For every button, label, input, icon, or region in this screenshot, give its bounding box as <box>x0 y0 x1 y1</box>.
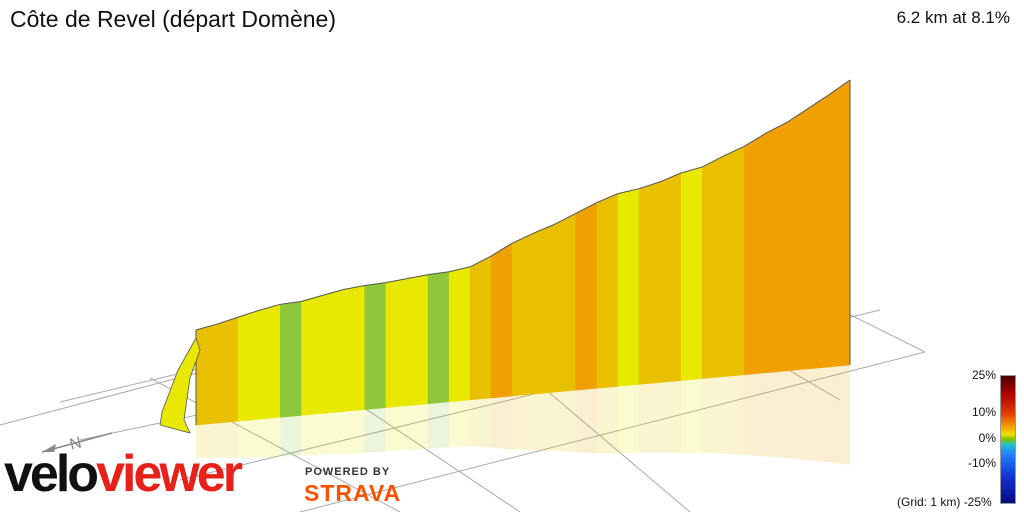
reflection-segment-26 <box>744 372 766 457</box>
reflection-segment-1 <box>217 421 239 458</box>
legend-tick-25: 25% <box>971 368 996 382</box>
reflection-segment-24 <box>702 376 724 454</box>
profile-segment-26 <box>744 132 766 376</box>
profile-segment-20 <box>617 188 640 387</box>
reflection-segment-15 <box>512 394 534 451</box>
reflection-segment-2 <box>238 419 260 458</box>
profile-segment-6 <box>322 289 344 414</box>
profile-segment-23 <box>680 166 703 381</box>
profile-segment-9 <box>385 278 408 408</box>
reflection-segment-8 <box>364 407 386 453</box>
reflection-segment-25 <box>723 374 745 455</box>
reflection-segment-7 <box>343 409 365 455</box>
profile-segment-1 <box>216 316 239 424</box>
reflection-segment-20 <box>617 384 640 454</box>
gradient-legend-bar <box>1000 375 1016 504</box>
grid-line-3 <box>149 377 401 512</box>
compass: N <box>41 432 113 454</box>
reflection-segment-18 <box>575 388 597 454</box>
reflection-segment-4 <box>280 415 302 457</box>
reflection-segment-19 <box>596 386 618 454</box>
profile-segment-30 <box>828 79 851 368</box>
reflection-segment-21 <box>639 382 661 453</box>
reflection-segment-12 <box>449 399 471 448</box>
profile-segment-16 <box>533 223 555 395</box>
logo-velo: velo <box>4 445 99 503</box>
segment-stats: 6.2 km at 8.1% <box>896 8 1010 27</box>
reflection-segment-5 <box>301 413 323 456</box>
profile-segment-5 <box>301 295 323 416</box>
reflection-segment-14 <box>491 395 513 450</box>
legend-tick-minus10: -10% <box>967 456 996 470</box>
reflection-segment-28 <box>786 368 808 460</box>
profile-wall <box>159 79 851 434</box>
compass-arrowhead <box>42 444 56 452</box>
profile-segment-22 <box>659 172 682 383</box>
profile-reflection <box>196 365 850 465</box>
reflection-segment-11 <box>428 401 450 449</box>
profile-segment-19 <box>596 193 619 389</box>
reflection-segment-9 <box>385 405 407 452</box>
profile-segment-3 <box>258 303 281 420</box>
legend-tick-10: 10% <box>971 405 996 419</box>
profile-segment-17 <box>554 212 577 393</box>
reflection-segment-0 <box>196 423 218 459</box>
reflection-segment-6 <box>322 411 344 455</box>
approach-ribbon <box>159 337 201 434</box>
profile-segment-27 <box>765 121 788 374</box>
grid-line-2 <box>299 351 926 512</box>
reflection-segment-16 <box>533 392 555 451</box>
profile-segment-7 <box>343 285 366 412</box>
reflection-segment-10 <box>406 403 429 451</box>
segment-title: Côte de Revel (départ Domène) <box>10 6 336 32</box>
reflection-segment-27 <box>765 370 787 458</box>
legend-tick-0: 0% <box>978 431 996 445</box>
reflection-segment-22 <box>660 380 682 454</box>
profile-segment-11 <box>427 271 450 405</box>
profile-top-outline <box>195 79 851 331</box>
legend-tick-minus25: -25% <box>963 495 992 509</box>
grid-note: (Grid: 1 km) -25% <box>897 495 992 509</box>
reflection-segment-30 <box>828 365 850 465</box>
profile-segment-29 <box>807 94 830 370</box>
reflection-segment-17 <box>554 390 576 453</box>
profile-segment-15 <box>512 232 534 397</box>
reflection-segment-23 <box>681 378 703 454</box>
profile-segment-14 <box>491 242 513 399</box>
profile-segment-0 <box>195 323 218 426</box>
grid-note-text: (Grid: 1 km) <box>897 495 961 509</box>
profile-segment-12 <box>448 266 471 403</box>
veloviewer-logo[interactable]: veloviewer <box>4 445 243 503</box>
profile-segment-18 <box>575 202 598 391</box>
profile-segment-21 <box>638 181 661 385</box>
reflection-segment-29 <box>807 366 829 463</box>
logo-viewer: viewer <box>96 445 243 503</box>
profile-segment-25 <box>723 145 745 377</box>
strava-logo[interactable]: STRAVA <box>304 480 402 506</box>
profile-segment-28 <box>786 108 809 372</box>
powered-by-label: POWERED BY <box>305 466 391 478</box>
profile-segment-13 <box>469 255 492 401</box>
profile-segment-4 <box>280 300 302 418</box>
profile-segment-8 <box>364 282 387 410</box>
reflection-segment-13 <box>470 397 492 448</box>
profile-segment-10 <box>406 274 429 406</box>
profile-segment-24 <box>702 155 724 379</box>
profile-segment-2 <box>237 309 260 422</box>
compass-label: N <box>68 434 84 453</box>
reflection-segment-3 <box>259 417 281 458</box>
